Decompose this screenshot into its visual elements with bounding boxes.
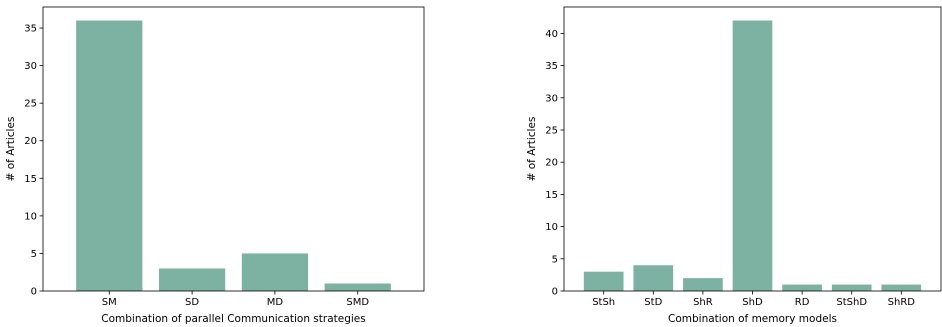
x-tick-label: StD: [644, 297, 662, 308]
chart-memory-models: StSh StD ShR ShD RD StShD ShRD 0 5 10 15 20 25 30 35 40…: [526, 6, 942, 325]
x-tick-label: ShD: [742, 297, 763, 308]
y-tick-label: 25: [24, 99, 37, 110]
x-tick-label: MD: [267, 297, 284, 308]
x-tick-label: SM: [102, 297, 117, 308]
bar-stshd: [831, 284, 872, 291]
y-tick-label: 0: [31, 287, 37, 298]
y-tick-label: 0: [552, 287, 558, 298]
y-tick-label: 30: [545, 93, 558, 104]
y-tick-label: 15: [24, 174, 37, 185]
bar-smd: [324, 283, 391, 291]
bar-rd: [782, 284, 822, 291]
x-tick-label: StShD: [836, 297, 867, 308]
y-tick-label: 30: [24, 61, 37, 72]
bar-sm: [76, 20, 143, 292]
bar-stsh: [583, 271, 624, 291]
x-tick-label: ShR: [693, 297, 713, 308]
y-tick-label: 5: [31, 249, 37, 260]
y-tick-label: 10: [24, 211, 37, 222]
bar-md: [241, 253, 309, 291]
y-tick-label: 20: [24, 136, 37, 147]
y-tick-label: 35: [24, 24, 37, 35]
bar-shd: [732, 20, 773, 292]
x-tick-label: StSh: [592, 297, 615, 308]
y-tick-label: 25: [545, 126, 558, 137]
y-tick-label: 5: [552, 254, 558, 265]
bar-sd: [158, 268, 226, 291]
bar-std: [633, 265, 674, 291]
x-tick-label: RD: [795, 297, 810, 308]
bar-shr: [683, 278, 723, 291]
x-tick-label: SMD: [346, 297, 369, 308]
x-axis-label: Combination of memory models: [668, 313, 837, 325]
x-axis-label: Combination of parallel Communication st…: [101, 313, 366, 325]
y-tick-label: 40: [545, 29, 558, 40]
y-axis-label: # of Articles: [526, 117, 538, 182]
y-axis-label: # of Articles: [5, 117, 17, 182]
y-tick-label: 15: [545, 190, 558, 201]
x-tick-label: SD: [185, 297, 199, 308]
y-tick-label: 10: [545, 222, 558, 233]
x-tick-label: ShRD: [888, 297, 916, 308]
axes-frame: [563, 6, 942, 292]
axes-frame: [42, 6, 425, 292]
y-tick-label: 20: [545, 158, 558, 169]
y-tick-label: 35: [545, 61, 558, 72]
bar-shrd: [881, 284, 922, 291]
chart-parallel-communication: SM SD MD SMD 0 5 10 15 20 25 30 35 Combination of pa…: [5, 6, 425, 325]
